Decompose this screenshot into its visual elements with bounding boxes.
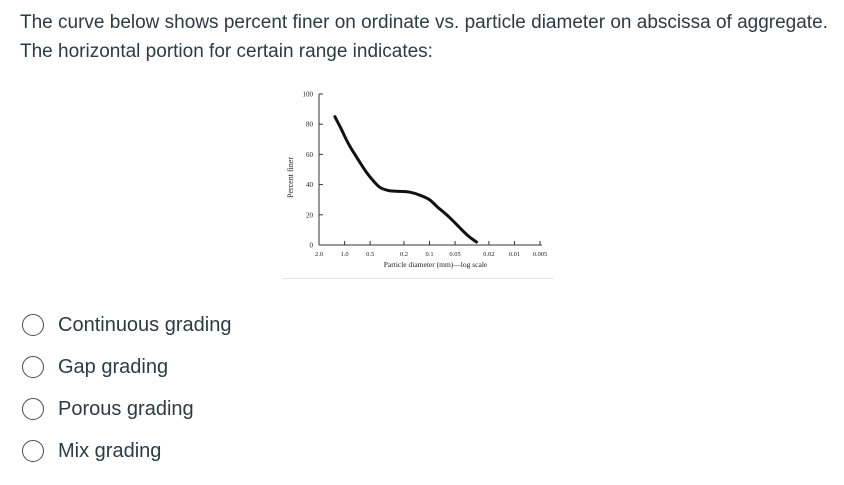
x-axis-label: Particle diameter (mm)—log scale <box>384 260 488 269</box>
question-text: The curve below shows percent finer on o… <box>20 12 828 62</box>
option-gap-grading[interactable]: Gap grading <box>22 346 231 388</box>
x-axis: 2.0 1.0 0.5 0.2 0.1 0.05 0.02 0.01 0.005 <box>315 241 547 258</box>
option-label: Continuous grading <box>58 313 232 336</box>
y-tick-label: 20 <box>306 211 314 219</box>
x-tick-label: 1.0 <box>341 251 349 258</box>
y-tick-label: 40 <box>306 181 314 189</box>
y-tick-label: 80 <box>306 121 314 129</box>
radio-button[interactable] <box>22 398 44 420</box>
y-axis: 0 20 40 60 80 100 <box>303 91 323 250</box>
option-label: Mix grading <box>58 439 162 462</box>
x-tick-label: 0.01 <box>509 251 520 258</box>
x-tick-label: 0.02 <box>483 251 494 258</box>
y-tick-label: 0 <box>310 242 314 250</box>
y-tick-label: 60 <box>306 151 314 159</box>
gradation-chart-svg: 0 20 40 60 80 100 2.0 1.0 0.5 0.2 0.1 0.05 0.02 0.01… <box>286 91 547 270</box>
radio-button[interactable] <box>22 314 44 336</box>
x-tick-label: 2.0 <box>315 251 323 258</box>
y-tick-label: 100 <box>303 91 314 99</box>
x-tick-label: 0.05 <box>449 251 460 258</box>
option-label: Gap grading <box>58 355 169 378</box>
gradation-chart: 0 20 40 60 80 100 2.0 1.0 0.5 0.2 0.1 0.05 0.02 0.01… <box>282 86 554 279</box>
radio-button[interactable] <box>22 440 44 462</box>
x-tick-label: 0.005 <box>533 251 548 258</box>
x-tick-label: 0.2 <box>400 251 408 258</box>
x-tick-label: 0.5 <box>366 251 374 258</box>
radio-button[interactable] <box>22 356 44 378</box>
answer-options: Continuous grading Gap grading Porous gr… <box>22 304 231 472</box>
y-axis-label: Percent finer <box>286 157 295 198</box>
gradation-curve <box>333 115 478 244</box>
option-label: Porous grading <box>58 397 194 420</box>
option-mix-grading[interactable]: Mix grading <box>22 430 231 472</box>
x-tick-label: 0.1 <box>425 251 433 258</box>
option-porous-grading[interactable]: Porous grading <box>22 388 231 430</box>
option-continuous-grading[interactable]: Continuous grading <box>22 304 231 346</box>
